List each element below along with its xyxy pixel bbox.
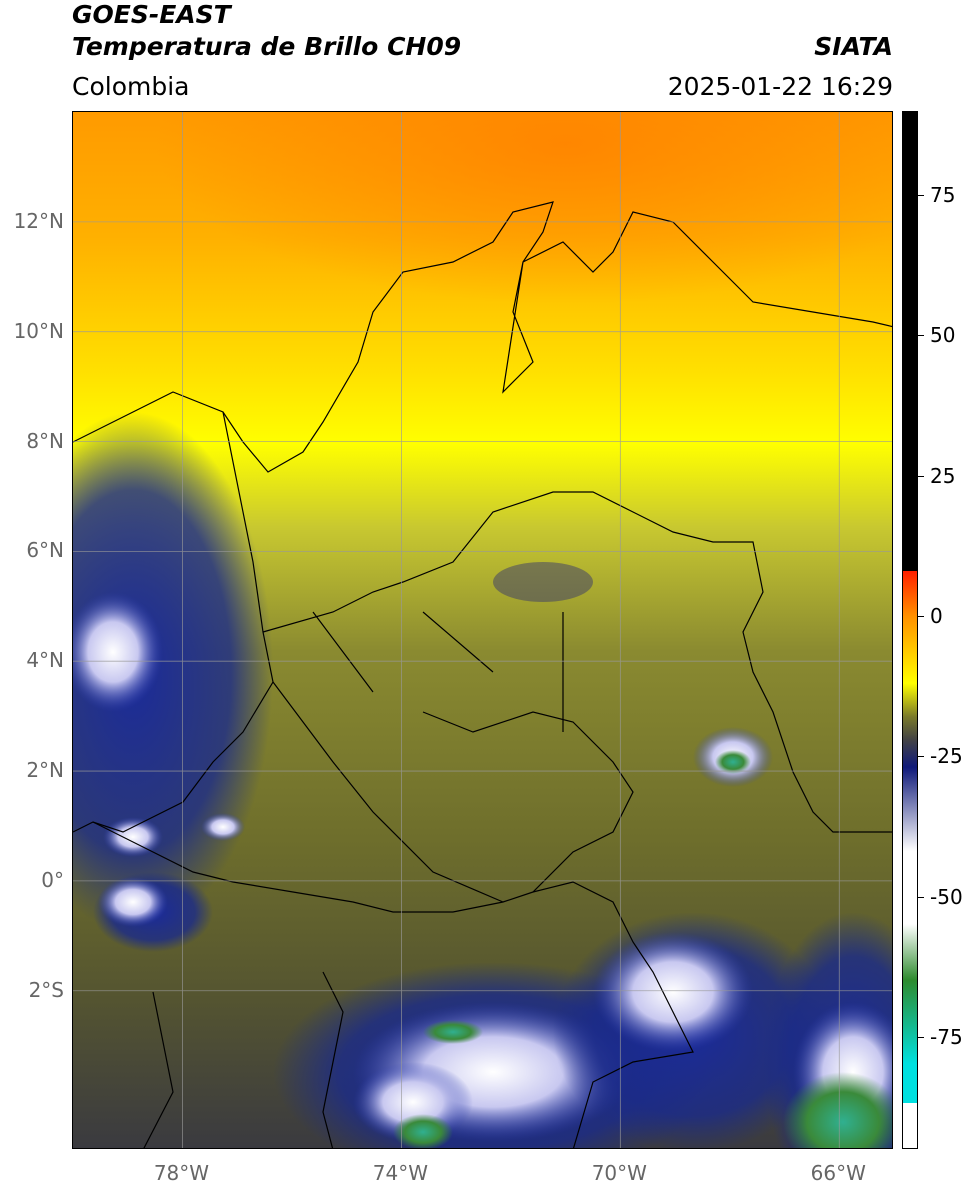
lat-tick-label: 0° bbox=[41, 867, 64, 892]
lon-tick-label: 70°W bbox=[591, 1161, 647, 1185]
colorbar-tick-mark bbox=[918, 896, 924, 898]
colorbar-tick-mark bbox=[918, 335, 924, 337]
colorbar-tick-label: 75 bbox=[930, 183, 956, 208]
colorbar-tick-label: 0 bbox=[930, 603, 943, 628]
colorbar-tick-label: -50 bbox=[930, 884, 963, 909]
colorbar-tick-label: -25 bbox=[930, 744, 963, 769]
lat-tick-label: 2°S bbox=[28, 977, 64, 1002]
lon-tick-label: 66°W bbox=[810, 1161, 866, 1185]
lat-tick-label: 2°N bbox=[26, 758, 64, 783]
satellite-title: GOES-EAST bbox=[72, 0, 231, 29]
lon-tick-label: 78°W bbox=[153, 1161, 210, 1185]
satellite-map bbox=[72, 111, 893, 1149]
gridlines bbox=[73, 112, 892, 1148]
lat-tick-label: 4°N bbox=[26, 648, 64, 673]
agency-label: SIATA bbox=[814, 32, 893, 61]
lat-tick-label: 12°N bbox=[13, 208, 64, 233]
region-label: Colombia bbox=[72, 72, 190, 101]
colorbar-tick-mark bbox=[918, 475, 924, 477]
colorbar-tick-label: 25 bbox=[930, 463, 956, 488]
colorbar-tick-label: -75 bbox=[930, 1024, 963, 1049]
colorbar bbox=[902, 111, 918, 1149]
colorbar-tick-mark bbox=[918, 615, 924, 617]
product-title: Temperatura de Brillo CH09 bbox=[72, 32, 462, 61]
colorbar-tick-mark bbox=[918, 195, 924, 197]
colorbar-tick-mark bbox=[918, 756, 924, 758]
colorbar-tick-mark bbox=[918, 1036, 924, 1038]
datetime-label: 2025-01-22 16:29 bbox=[667, 72, 893, 101]
colorbar-tick-label: 50 bbox=[930, 323, 956, 348]
lat-tick-label: 8°N bbox=[26, 428, 64, 453]
lat-tick-label: 10°N bbox=[13, 318, 64, 343]
lat-tick-label: 6°N bbox=[26, 538, 64, 563]
lon-tick-label: 74°W bbox=[372, 1161, 428, 1185]
